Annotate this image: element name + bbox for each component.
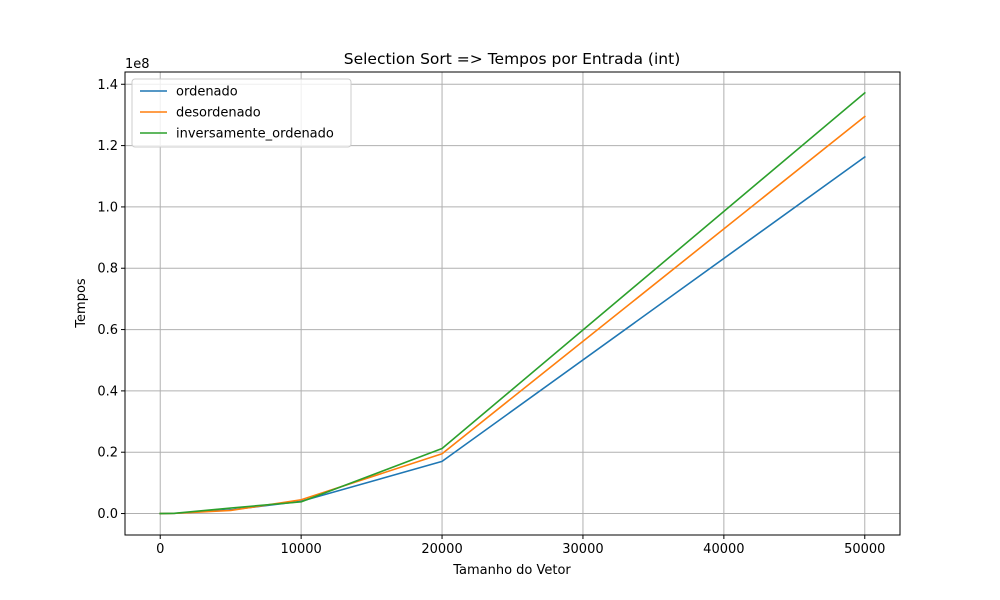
x-tick-label: 10000 (280, 542, 321, 557)
x-axis-ticks: 0 10000 20000 30000 40000 50000 (156, 535, 885, 557)
series-line-ordenado (159, 155, 866, 515)
chart-title: Selection Sort => Tempos por Entrada (in… (344, 50, 681, 68)
y-tick-label: 1.4 (97, 78, 118, 93)
x-tick-label: 40000 (703, 542, 744, 557)
y-axis-ticks: 0.0 0.2 0.4 0.6 0.8 1.0 1.2 1.4 (97, 78, 125, 522)
legend-label-inversamente_ordenado: inversamente_ordenado (176, 127, 334, 142)
grid (125, 72, 900, 535)
x-axis-label: Tamanho do Vetor (452, 563, 571, 578)
x-tick-label: 50000 (844, 542, 885, 557)
series-lines (159, 91, 866, 515)
y-tick-label: 0.2 (97, 446, 118, 461)
y-axis-offset-label: 1e8 (125, 57, 150, 72)
y-tick-label: 1.0 (97, 200, 118, 215)
x-tick-label: 0 (156, 542, 164, 557)
y-tick-label: 0.4 (97, 384, 118, 399)
x-tick-label: 30000 (562, 542, 603, 557)
legend-label-ordenado: ordenado (176, 85, 238, 100)
plot-area-frame (124, 71, 901, 536)
y-tick-label: 0.8 (97, 262, 118, 277)
series-line-desordenado (159, 115, 866, 515)
legend-label-desordenado: desordenado (176, 106, 261, 121)
series-line-inversamente_ordenado (159, 91, 866, 515)
y-tick-label: 1.2 (97, 139, 118, 154)
legend-box (131, 78, 352, 148)
x-tick-label: 20000 (421, 542, 462, 557)
y-tick-label: 0.0 (97, 507, 118, 522)
y-tick-label: 0.6 (97, 323, 118, 338)
legend: ordenado desordenado inversamente_ordenado (131, 78, 352, 148)
y-axis-label: Tempos (74, 278, 89, 329)
